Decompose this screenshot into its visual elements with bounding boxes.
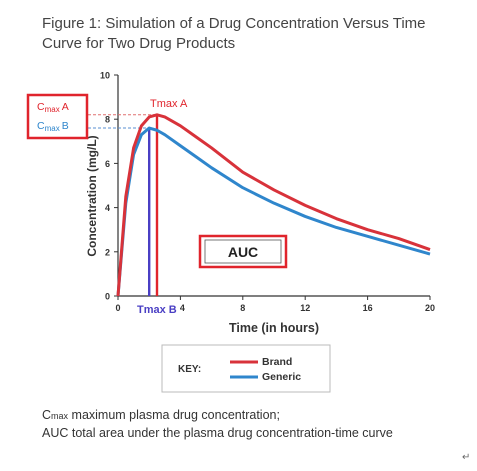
y-ticks: 0 2 4 6 8 10 <box>100 71 118 302</box>
cmax-a-label: Cmax A <box>37 101 69 114</box>
return-mark: ↵ <box>462 452 471 463</box>
y-tick-label: 6 <box>105 159 110 169</box>
x-tick-label: 12 <box>300 303 310 313</box>
x-ticks: 0 4 8 12 16 20 <box>115 296 435 313</box>
x-tick-label: 8 <box>240 303 245 313</box>
y-tick-label: 2 <box>105 247 110 257</box>
cmax-b-label: Cmax B <box>37 120 69 133</box>
figure-title: Figure 1: Simulation of a Drug Concentra… <box>42 15 426 52</box>
y-tick-label: 8 <box>105 115 110 125</box>
legend-brand-label: Brand <box>262 356 292 368</box>
y-axis-label: Concentration (mg/L) <box>85 135 99 256</box>
auc-inner-box <box>204 239 282 264</box>
auc-label: AUC <box>228 244 258 260</box>
y-tick-label: 4 <box>105 203 110 213</box>
auc-box <box>198 234 288 269</box>
y-tick-label: 10 <box>100 71 110 81</box>
cmax-label-box <box>26 93 89 140</box>
footnote: Cmax maximum plasma drug concentration; … <box>42 407 462 442</box>
x-tick-label: 16 <box>363 303 373 313</box>
series-line-brand <box>116 113 431 297</box>
x-axis-label: Time (in hours) <box>229 321 319 335</box>
series-line-generic <box>116 126 431 297</box>
x-tick-label: 20 <box>425 303 435 313</box>
footnote-cmax-sub: max <box>51 411 69 421</box>
x-tick-label: 4 <box>180 303 185 313</box>
x-tick-label: 0 <box>115 303 120 313</box>
y-tick-label: 0 <box>105 292 110 302</box>
tmax-b-label: Tmax B <box>137 304 177 316</box>
footnote-cmax: Cmax maximum plasma drug concentration; <box>42 407 462 425</box>
footnote-cmax-prefix: C <box>42 408 52 422</box>
footnote-auc: AUC total area under the plasma drug con… <box>42 426 393 440</box>
legend-generic-label: Generic <box>262 371 301 383</box>
legend-key-label: KEY: <box>178 364 201 375</box>
legend-box <box>161 344 331 393</box>
footnote-cmax-text: maximum plasma drug concentration; <box>71 408 280 422</box>
tmax-a-label: Tmax A <box>150 98 188 110</box>
